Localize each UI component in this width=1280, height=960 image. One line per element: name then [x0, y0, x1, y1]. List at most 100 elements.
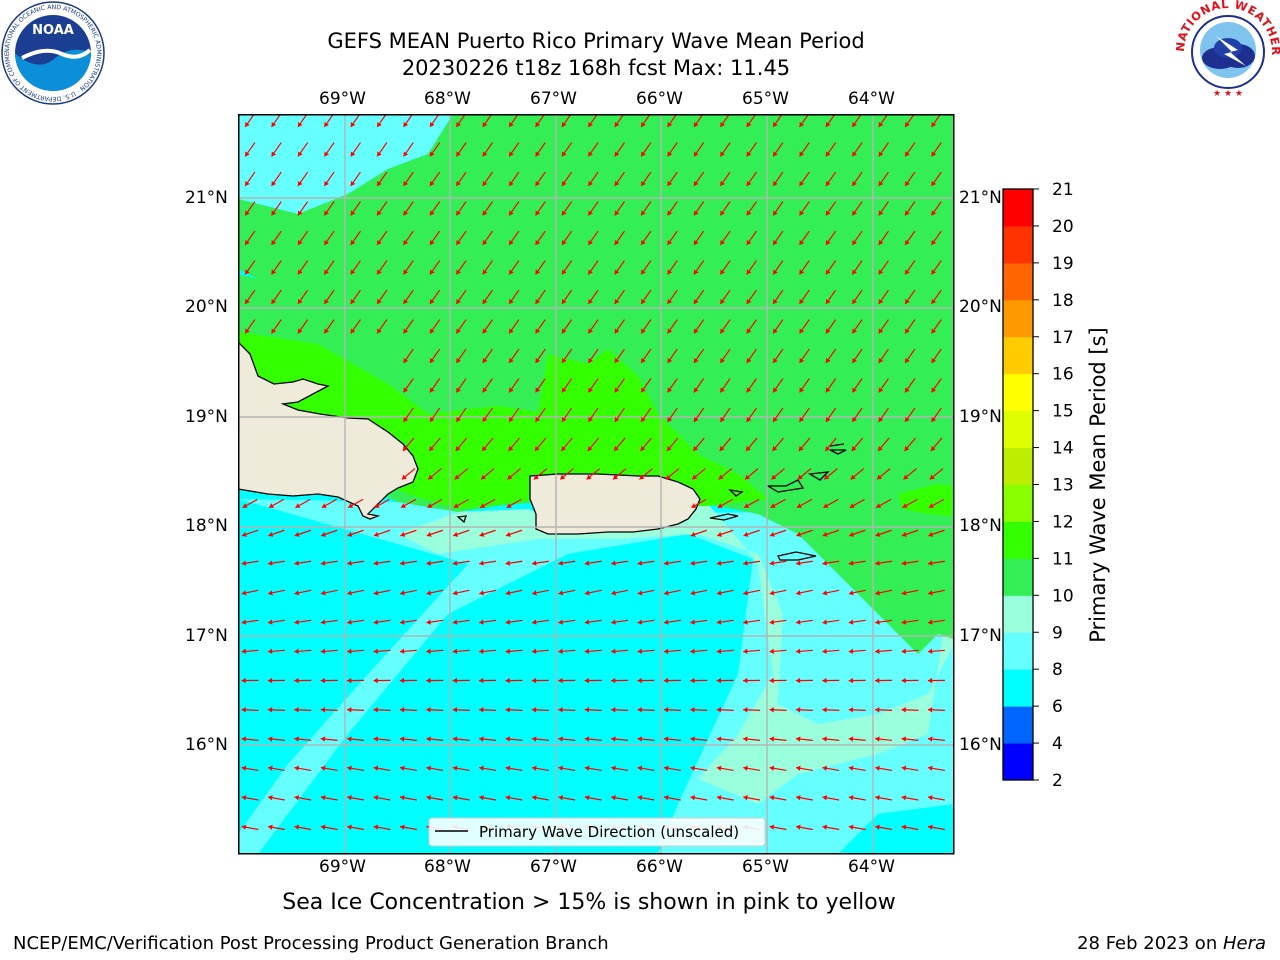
wave-arrow-head [667, 121, 673, 127]
wave-arrow-head [905, 416, 910, 422]
wave-arrow-head [373, 619, 379, 625]
wave-arrow-head [769, 531, 775, 537]
wave-arrow-head [690, 560, 695, 566]
wave-arrow-head [641, 151, 646, 157]
colorbar-ticks: 2 4 6 8 9 10 11 12 13 14 15 16 17 18 19 20 21 [1033, 182, 1074, 788]
wave-arrow-head [773, 239, 778, 245]
wave-direction-arrows [241, 114, 945, 831]
wave-arrow-head [771, 474, 777, 480]
wave-arrow-head [505, 765, 511, 771]
wave-arrow-head [878, 446, 883, 451]
wave-arrow-head [614, 210, 620, 216]
wave-arrow-head [456, 269, 461, 275]
wave-arrow-head [799, 210, 805, 216]
wave-arrow-head [875, 590, 880, 596]
wave-arrow-head [637, 795, 643, 801]
wave-arrow-head [482, 151, 488, 157]
wave-arrow-head [373, 590, 379, 596]
wave-arrow-head [799, 180, 805, 186]
lat-label-right: 21°N [959, 188, 1002, 208]
wave-arrow-head [268, 824, 273, 830]
colorbar-band [1003, 632, 1033, 670]
wave-arrow-head [852, 328, 857, 334]
wave-arrow-head [769, 677, 774, 684]
wave-arrow-head [716, 590, 722, 596]
wave-arrow-head [927, 677, 933, 684]
wave-arrow-head [241, 648, 246, 655]
wave-arrow-head [825, 416, 831, 422]
wave-arrow-head [399, 677, 405, 684]
wave-arrow-head [773, 298, 778, 304]
wave-arrow-head [426, 590, 432, 596]
lat-label-right: 20°N [959, 297, 1002, 317]
wave-arrow-head [878, 357, 884, 363]
wave-arrow-head [799, 239, 805, 245]
wave-arrow-head [401, 474, 407, 480]
wave-arrow-head [641, 210, 646, 216]
wave-arrow-head [482, 298, 488, 304]
wave-arrow-head [482, 357, 488, 363]
wave-arrow-head [558, 619, 563, 625]
wave-arrow-head [613, 474, 619, 480]
wave-arrow-head [505, 560, 511, 566]
colorbar-tick-label: 10 [1052, 586, 1074, 606]
wave-arrow-head [637, 736, 643, 742]
wave-arrow-head [717, 503, 723, 508]
wave-arrow-head [719, 446, 725, 451]
wave-arrow-head [905, 210, 910, 216]
wave-arrow-head [377, 180, 382, 186]
wave-arrow-head [505, 677, 510, 684]
wave-arrow-head [268, 765, 273, 771]
wave-arrow-head [905, 239, 910, 245]
wave-arrow-head [294, 531, 300, 537]
wave-arrow-head [693, 298, 699, 304]
wave-arrow-head [667, 269, 673, 275]
wave-arrow-head [901, 765, 907, 771]
wave-arrow-head [716, 677, 721, 684]
wave-arrow-head [452, 619, 458, 625]
colorbar-tick-label: 12 [1052, 512, 1074, 532]
wave-arrow-head [795, 560, 801, 566]
wave-arrow-head [905, 387, 910, 393]
wave-arrow-head [535, 121, 541, 127]
wave-arrow-head [878, 328, 884, 334]
wave-arrow-head [373, 736, 379, 742]
wave-arrow-head [931, 180, 937, 186]
wave-arrow-head [746, 446, 751, 451]
colorbar-band [1003, 262, 1033, 301]
wave-arrow-head [350, 239, 356, 245]
wave-arrow-head [429, 328, 435, 334]
wave-arrow-head [294, 824, 300, 830]
wave-arrow-head [848, 795, 854, 801]
wave-arrow-head [663, 707, 669, 713]
wave-arrow-head [743, 590, 748, 596]
wave-arrow-head [505, 590, 511, 596]
wave-arrow-head [743, 619, 748, 625]
wave-arrow-head [822, 707, 827, 713]
wave-arrow-head [848, 677, 853, 684]
wave-arrow-head [903, 474, 909, 480]
wave-arrow-head [822, 824, 828, 830]
wave-arrow-head [588, 298, 593, 304]
wave-arrow-head [690, 795, 696, 801]
wave-arrow-head [878, 121, 884, 127]
wave-arrow-head [377, 328, 382, 334]
wave-arrow-head [508, 446, 514, 451]
wave-arrow-head [297, 151, 303, 157]
wave-arrow-head [347, 765, 352, 771]
wave-arrow-head [429, 269, 435, 275]
wave-arrow-head [799, 387, 805, 393]
wave-arrow-head [637, 619, 643, 625]
wave-arrow-head [294, 765, 300, 771]
colorbar-tick-label: 15 [1052, 402, 1074, 422]
wave-arrow-head [377, 151, 382, 157]
sea-ice-note: Sea Ice Concentration > 15% is shown in … [282, 890, 896, 915]
colorbar-band [1003, 373, 1033, 412]
wave-arrow-head [377, 239, 382, 245]
wave-arrow-head [561, 298, 567, 304]
wave-arrow-head [851, 446, 857, 451]
wave-arrow-head [426, 736, 431, 742]
wave-arrow-head [928, 765, 933, 771]
wave-arrow-head [297, 180, 303, 186]
lat-label-left: 18°N [185, 516, 228, 536]
